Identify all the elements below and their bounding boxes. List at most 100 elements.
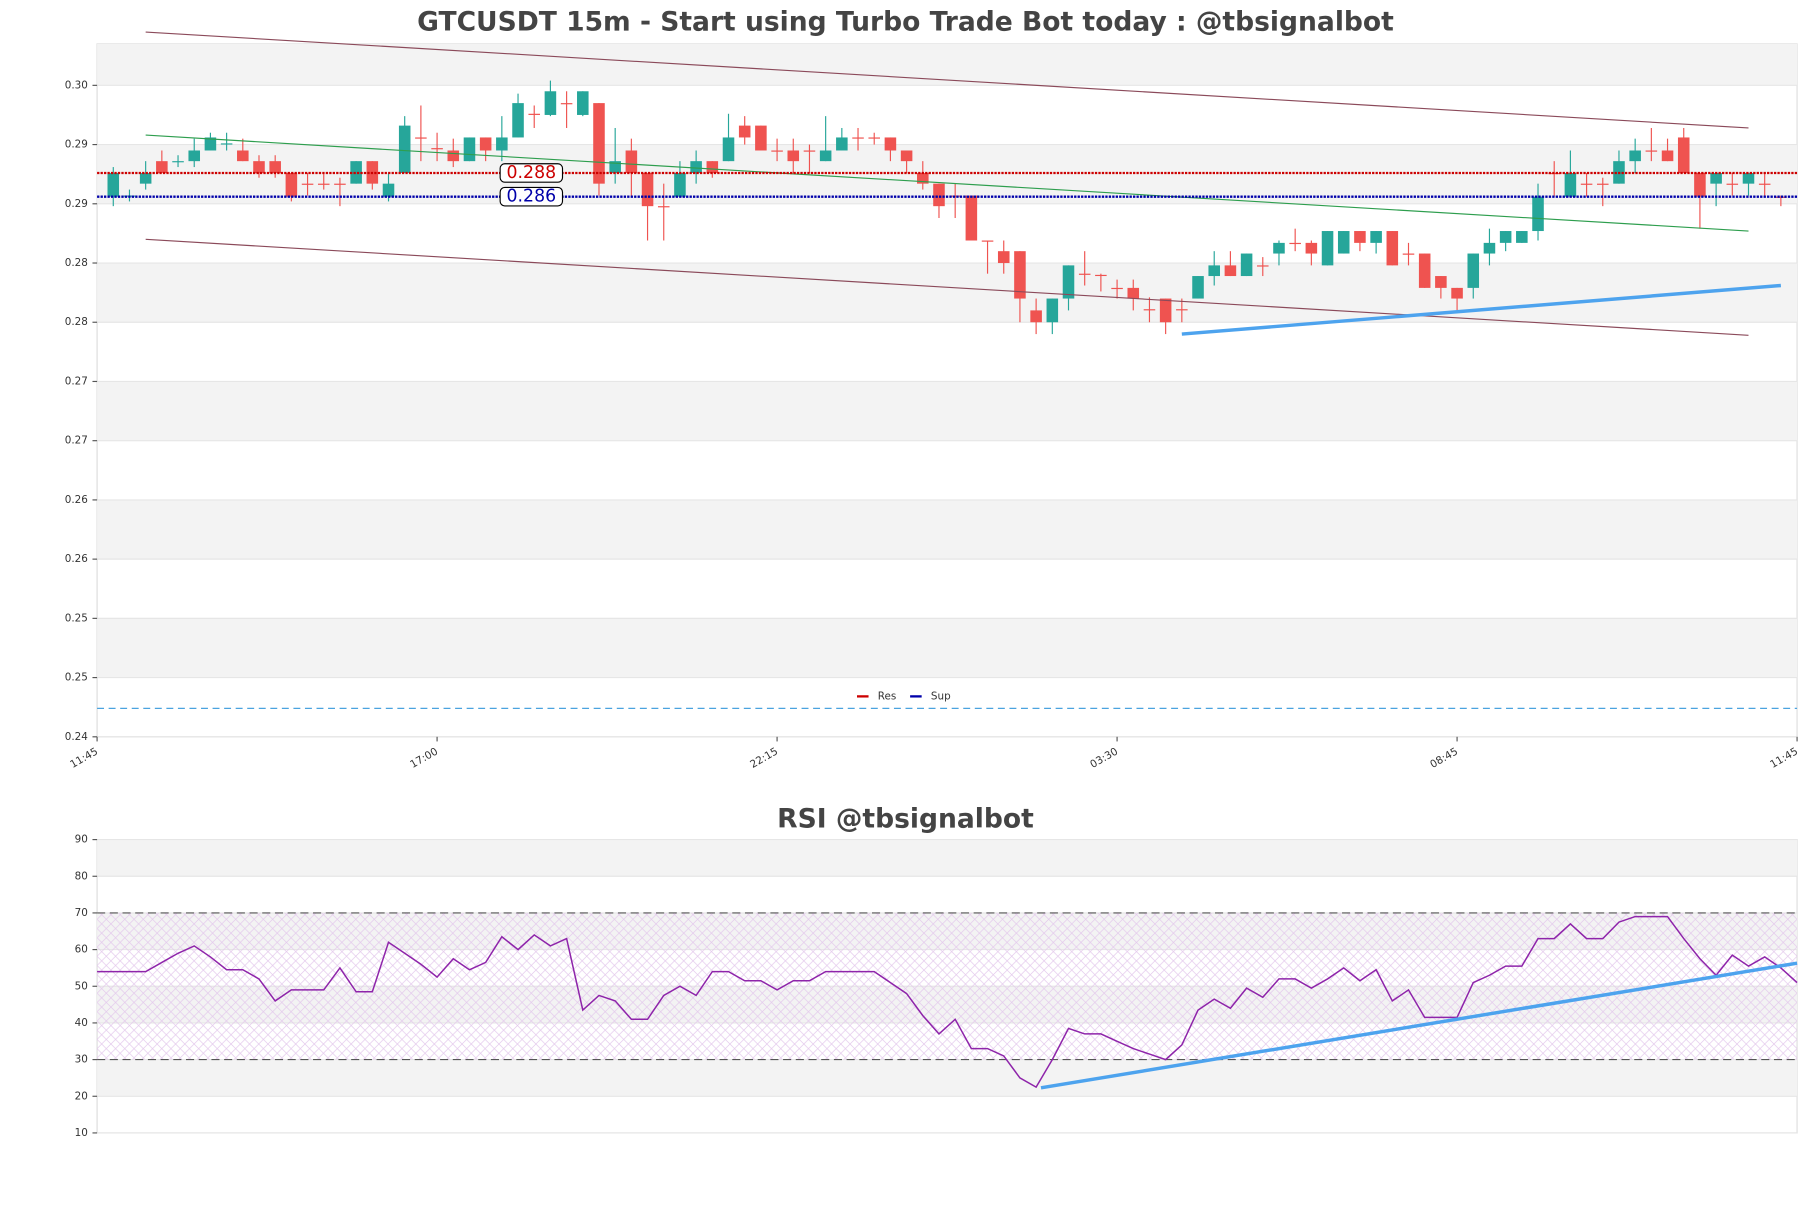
candle-body	[997, 251, 1010, 264]
rsi-title: RSI @tbsignalbot	[777, 803, 1034, 834]
candle-body	[868, 137, 880, 139]
y-tick-label: 0.29	[65, 198, 88, 210]
candle-body	[285, 172, 298, 197]
candle-body	[1192, 276, 1204, 299]
candle-body	[771, 150, 783, 152]
candle-body	[1418, 253, 1431, 288]
candle-body	[350, 161, 362, 184]
candle-body	[237, 150, 249, 162]
candle-body	[431, 148, 443, 150]
trend-line	[145, 134, 1749, 232]
level-label: 0.286	[507, 187, 557, 207]
candle-body	[1694, 172, 1706, 197]
candle-body	[204, 137, 217, 151]
candle-body	[1159, 298, 1172, 323]
candle-body	[188, 150, 201, 162]
candle-body	[1176, 309, 1188, 311]
candle-body	[1224, 265, 1237, 277]
y-tick-label: 0.27	[65, 375, 88, 387]
chart-title: GTCUSDT 15m - Start using Turbo Trade Bo…	[417, 7, 1394, 38]
candle-body	[609, 161, 621, 173]
rsi-line	[97, 915, 1798, 1089]
candle-body	[512, 103, 524, 138]
band	[97, 618, 1798, 678]
y-tick-label: 30	[75, 1054, 88, 1066]
y-tick-label: 70	[75, 907, 88, 919]
candle-body	[852, 137, 864, 139]
candle-body	[690, 161, 702, 173]
candle-body	[1597, 183, 1609, 185]
y-tick-label: 0.29	[65, 139, 88, 151]
y-tick-label: 80	[75, 870, 88, 882]
candle-body	[1030, 310, 1042, 323]
candle-body	[674, 172, 686, 197]
candle-body	[1726, 183, 1739, 185]
rsi-zone	[97, 912, 1798, 1060]
candle-body	[819, 150, 832, 162]
y-tick-label: 0.25	[65, 612, 88, 624]
candle-body	[738, 125, 751, 138]
y-tick-label: 60	[75, 944, 88, 956]
trend-line	[1181, 283, 1782, 336]
band	[97, 1059, 1798, 1097]
trend-line	[145, 238, 1749, 336]
candle-body	[1758, 183, 1771, 185]
level-label-box	[499, 163, 564, 183]
candle-body	[107, 172, 120, 197]
candle-body	[544, 91, 557, 115]
candle-body	[593, 103, 605, 184]
legend-label: Sup	[931, 690, 951, 702]
candle-body	[1354, 231, 1366, 243]
legend-label: Res	[878, 690, 897, 702]
candle-body	[382, 183, 395, 197]
candle-body	[334, 183, 346, 185]
candle-body	[398, 125, 411, 173]
candle-body	[1467, 253, 1480, 288]
candle-body	[787, 150, 800, 162]
band	[97, 144, 1798, 204]
candle-body	[447, 150, 460, 162]
band	[97, 381, 1798, 441]
x-tick-label: 03:30	[1088, 745, 1120, 770]
candle-body	[1305, 242, 1318, 254]
candle-body	[981, 240, 994, 242]
candle-body	[415, 137, 427, 139]
candle-body	[479, 137, 492, 151]
candle-body	[577, 91, 589, 115]
x-tick-label: 11:45	[1768, 745, 1800, 770]
y-tick-label: 0.25	[65, 672, 88, 684]
candle-body	[1435, 276, 1447, 288]
candle-body	[528, 113, 540, 115]
candle-body	[269, 161, 281, 173]
candle-body	[706, 161, 719, 173]
candle-body	[1742, 172, 1755, 184]
candle-body	[1370, 231, 1382, 243]
level-label-box	[499, 186, 564, 207]
candle-body	[1532, 196, 1544, 232]
y-tick-label: 0.26	[65, 553, 88, 565]
candle-body	[949, 195, 961, 197]
candle-body	[1014, 251, 1026, 299]
candle-body	[463, 137, 476, 162]
y-tick-label: 0.27	[65, 435, 88, 447]
candle-body	[965, 195, 978, 241]
candle-body	[560, 103, 573, 105]
candle-body	[1046, 298, 1059, 323]
candle-body	[625, 150, 638, 173]
candle-body	[722, 137, 735, 162]
candle-body	[1483, 242, 1496, 254]
candle-body	[1629, 150, 1641, 162]
candle-body	[1402, 253, 1415, 255]
candle-body	[172, 161, 184, 163]
candle-body	[220, 143, 233, 145]
candle-body	[1580, 183, 1593, 185]
candle-body	[1499, 231, 1512, 243]
candle-body	[1127, 287, 1140, 299]
candle-body	[1386, 231, 1399, 266]
candle-body	[1564, 172, 1577, 197]
candle-body	[657, 206, 670, 208]
band	[97, 839, 1798, 877]
candle-body	[1337, 231, 1350, 254]
